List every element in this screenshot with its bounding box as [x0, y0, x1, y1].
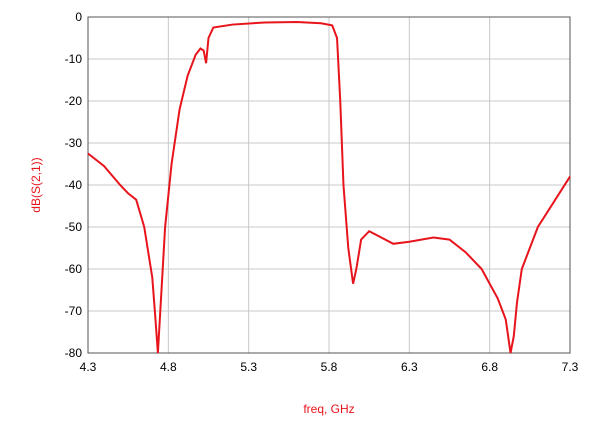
x-tick-label: 6.3	[401, 360, 418, 374]
x-tick-label: 4.8	[160, 360, 177, 374]
y-tick-label: 0	[75, 10, 82, 24]
x-tick-label: 5.8	[321, 360, 338, 374]
y-tick-label: -50	[65, 220, 83, 234]
y-tick-label: -70	[65, 304, 83, 318]
y-tick-label: -10	[65, 52, 83, 66]
x-tick-label: 7.3	[562, 360, 579, 374]
x-tick-label: 4.3	[80, 360, 97, 374]
y-tick-label: -40	[65, 178, 83, 192]
x-tick-label: 5.3	[240, 360, 257, 374]
data-line	[87, 21, 571, 354]
x-axis-label: freq, GHz	[303, 402, 354, 416]
y-tick-label: -60	[65, 262, 83, 276]
y-tick-label: -80	[65, 346, 83, 360]
x-tick-label: 6.8	[481, 360, 498, 374]
y-tick-label: -20	[65, 94, 83, 108]
y-axis-label: dB(S(2,1))	[29, 157, 43, 212]
y-tick-label: -30	[65, 136, 83, 150]
plot-frame	[87, 16, 571, 354]
